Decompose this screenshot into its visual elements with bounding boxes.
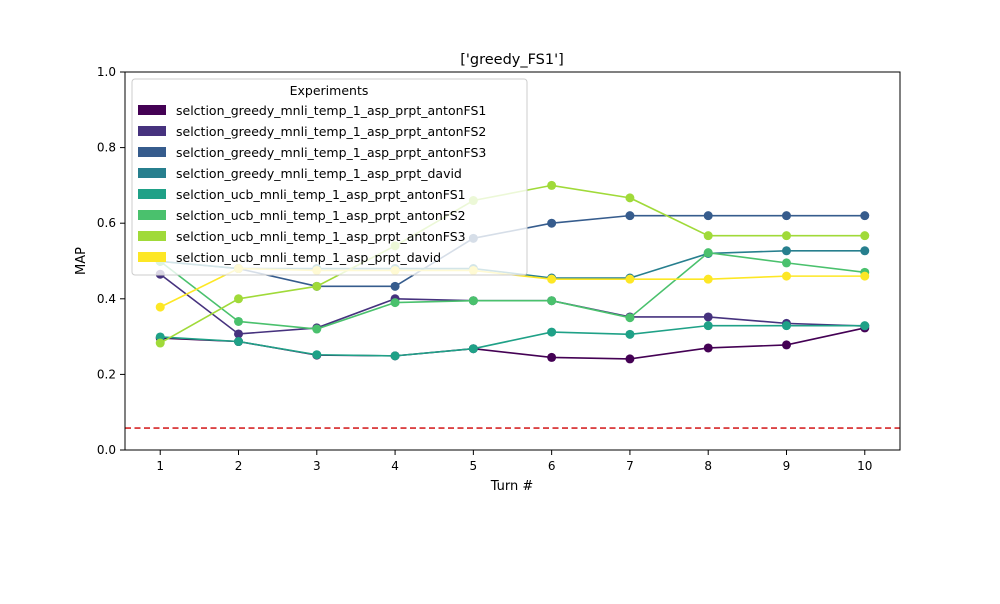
data-point — [781, 246, 791, 256]
x-tick-label: 3 — [313, 459, 321, 473]
y-tick-label: 0.8 — [97, 141, 116, 155]
legend-item: selction_ucb_mnli_temp_1_asp_prpt_antonF… — [138, 208, 466, 223]
data-point — [547, 352, 557, 362]
data-point — [625, 313, 635, 323]
data-point — [703, 321, 713, 331]
data-point — [625, 329, 635, 339]
data-point — [625, 211, 635, 221]
y-tick-label: 0.6 — [97, 216, 116, 230]
series-line — [160, 324, 865, 357]
data-point — [234, 329, 244, 339]
data-point — [155, 302, 165, 312]
legend: Experiments selction_greedy_mnli_temp_1_a… — [131, 78, 528, 276]
legend-item: selction_ucb_mnli_temp_1_asp_prpt_david — [138, 250, 441, 265]
legend-swatch — [138, 231, 166, 241]
data-point — [234, 294, 244, 304]
x-axis-label: Turn # — [490, 479, 534, 494]
x-tick-label: 5 — [470, 459, 478, 473]
legend-swatch — [138, 252, 166, 262]
data-point — [781, 321, 791, 331]
x-tick-label: 1 — [156, 459, 164, 473]
data-point — [703, 231, 713, 241]
legend-swatch — [138, 126, 166, 136]
data-point — [234, 316, 244, 326]
y-tick-label: 0.0 — [97, 443, 116, 457]
legend-label: selction_ucb_mnli_temp_1_asp_prpt_antonF… — [176, 229, 466, 244]
data-point — [703, 211, 713, 221]
x-tick-label: 6 — [548, 459, 556, 473]
y-axis-label: MAP — [74, 247, 89, 275]
data-point — [547, 296, 557, 306]
data-point — [781, 340, 791, 350]
x-tick-label: 7 — [626, 459, 634, 473]
data-point — [781, 231, 791, 241]
data-point — [860, 271, 870, 281]
data-point — [390, 298, 400, 308]
data-point — [860, 246, 870, 256]
data-point — [860, 231, 870, 241]
legend-item: selction_ucb_mnli_temp_1_asp_prpt_antonF… — [138, 229, 466, 244]
data-point — [312, 281, 322, 291]
data-point — [547, 218, 557, 228]
legend-item: selction_greedy_mnli_temp_1_asp_prpt_ant… — [138, 145, 486, 160]
x-tick-label: 2 — [235, 459, 243, 473]
plot-frame — [124, 71, 901, 451]
data-point — [390, 351, 400, 361]
legend-swatch — [138, 210, 166, 220]
legend-label: selction_greedy_mnli_temp_1_asp_prpt_ant… — [176, 145, 486, 160]
x-tick-label: 4 — [391, 459, 399, 473]
x-tick-label: 8 — [704, 459, 712, 473]
series-5 — [155, 321, 870, 361]
legend-item: selction_greedy_mnli_temp_1_asp_prpt_dav… — [138, 166, 462, 181]
legend-title: Experiments — [290, 83, 369, 98]
data-point — [781, 271, 791, 281]
data-point — [781, 211, 791, 221]
legend-label: selction_ucb_mnli_temp_1_asp_prpt_david — [176, 250, 441, 265]
y-tick-label: 1.0 — [97, 65, 116, 79]
data-point — [234, 337, 244, 347]
x-tick-label: 10 — [857, 459, 872, 473]
data-point — [155, 338, 165, 348]
data-point — [703, 312, 713, 322]
legend-item: selction_greedy_mnli_temp_1_asp_prpt_ant… — [138, 103, 486, 118]
legend-swatch — [138, 147, 166, 157]
data-point — [860, 211, 870, 221]
y-tick-label: 0.4 — [97, 292, 116, 306]
legend-box — [131, 78, 528, 276]
legend-label: selction_greedy_mnli_temp_1_asp_prpt_ant… — [176, 103, 486, 118]
legend-swatch — [138, 189, 166, 199]
data-point — [781, 258, 791, 268]
legend-label: selction_greedy_mnli_temp_1_asp_prpt_dav… — [176, 166, 462, 181]
legend-label: selction_greedy_mnli_temp_1_asp_prpt_ant… — [176, 124, 486, 139]
legend-label: selction_ucb_mnli_temp_1_asp_prpt_antonF… — [176, 187, 466, 202]
data-point — [703, 248, 713, 258]
chart-title: ['greedy_FS1'] — [460, 52, 564, 68]
data-point — [312, 350, 322, 360]
data-point — [312, 324, 322, 334]
data-point — [860, 321, 870, 331]
legend-label: selction_ucb_mnli_temp_1_asp_prpt_antonF… — [176, 208, 466, 223]
data-point — [625, 193, 635, 203]
x-tick-label: 9 — [783, 459, 791, 473]
series-line — [159, 251, 865, 330]
data-point — [468, 344, 478, 354]
data-point — [468, 296, 478, 306]
data-point — [703, 274, 713, 284]
legend-swatch — [138, 105, 166, 115]
legend-item: selction_greedy_mnli_temp_1_asp_prpt_ant… — [138, 124, 486, 139]
data-point — [625, 354, 635, 364]
data-point — [703, 343, 713, 353]
data-point — [547, 180, 557, 190]
legend-swatch — [138, 168, 166, 178]
data-point — [547, 274, 557, 284]
data-point — [547, 327, 557, 337]
y-tick-label: 0.2 — [97, 367, 116, 381]
data-point — [390, 281, 400, 291]
legend-item: selction_ucb_mnli_temp_1_asp_prpt_antonF… — [138, 187, 466, 202]
data-point — [625, 274, 635, 284]
